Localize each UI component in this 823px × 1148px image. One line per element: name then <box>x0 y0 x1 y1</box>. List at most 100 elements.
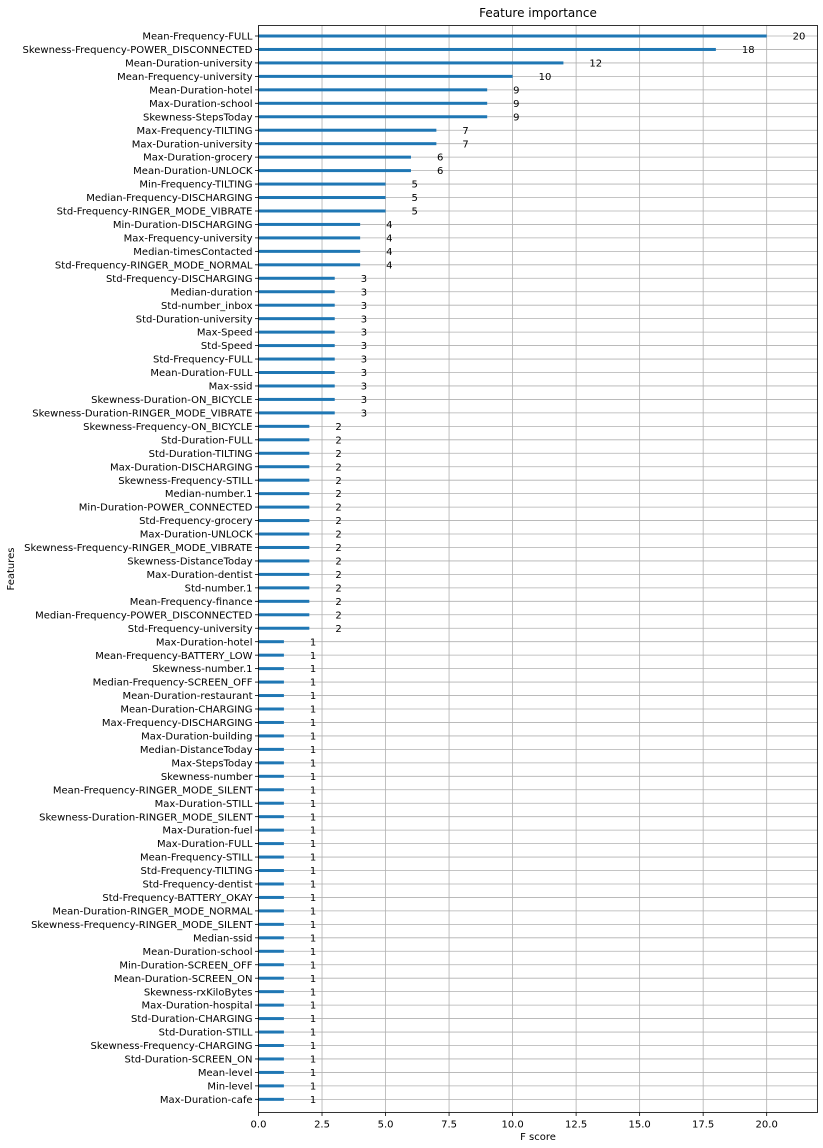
value-label: 1 <box>310 799 316 810</box>
value-label: 1 <box>310 718 316 729</box>
y-tick-label: Skewness-Duration-RINGER_MODE_VIBRATE <box>32 408 252 419</box>
y-tick-label: Std-number.1 <box>185 583 253 594</box>
bar <box>258 263 361 267</box>
value-label: 1 <box>310 987 316 998</box>
value-label: 4 <box>386 260 392 271</box>
x-tick-label: 17.5 <box>692 1120 714 1131</box>
value-label: 1 <box>310 651 316 662</box>
y-tick-label: Std-Duration-university <box>136 314 253 325</box>
value-label: 1 <box>310 947 316 958</box>
bar <box>258 1017 284 1021</box>
value-label: 20 <box>793 32 806 43</box>
y-tick-label: Mean-Duration-hotel <box>149 85 252 96</box>
bar <box>258 384 335 388</box>
bar <box>258 115 488 119</box>
bar <box>258 788 284 792</box>
y-tick-label: Mean-Duration-UNLOCK <box>133 166 253 177</box>
y-tick-label: Std-Frequency-dentist <box>143 880 253 891</box>
value-label: 1 <box>310 1068 316 1079</box>
bar <box>258 47 716 51</box>
y-tick-label: Min-Duration-SCREEN_OFF <box>119 960 252 971</box>
bar <box>258 895 284 899</box>
bar <box>258 653 284 657</box>
y-tick-label: Max-Duration-UNLOCK <box>140 530 253 541</box>
y-tick-label: Median-number.1 <box>165 489 253 500</box>
bar <box>258 411 335 415</box>
y-tick-label: Max-Duration-school <box>149 99 252 110</box>
value-label: 3 <box>361 395 367 406</box>
y-tick-label: Max-Duration-DISCHARGING <box>110 462 253 473</box>
y-tick-label: Std-Frequency-BATTERY_OKAY <box>102 893 253 904</box>
bar <box>258 869 284 873</box>
y-tick-label: Median-Frequency-SCREEN_OFF <box>93 678 253 689</box>
value-label: 2 <box>335 449 341 460</box>
x-tick-labels-group: 0.0 2.5 5.0 7.5 10.0 12.5 15.0 17.5 20.0 <box>251 1112 778 1131</box>
bar <box>258 88 488 92</box>
bar <box>258 936 284 940</box>
y-tick-label: Skewness-Frequency-POWER_DISCONNECTED <box>22 45 252 56</box>
value-label: 9 <box>513 99 519 110</box>
bar <box>258 909 284 913</box>
bar <box>258 694 284 698</box>
bar <box>258 196 386 200</box>
bar <box>258 734 284 738</box>
value-label: 4 <box>386 247 392 258</box>
y-tick-label: Skewness-Frequency-RINGER_MODE_VIBRATE <box>24 543 252 554</box>
y-tick-label: Mean-Frequency-BATTERY_LOW <box>95 651 252 662</box>
x-tick-label: 2.5 <box>314 1120 330 1131</box>
value-labels-group: 2018121099977665554444333333333332222222… <box>310 32 806 1106</box>
bar <box>258 101 488 105</box>
bar <box>258 169 411 173</box>
bar <box>258 61 564 65</box>
value-label: 7 <box>462 139 468 150</box>
value-label: 6 <box>437 166 443 177</box>
value-label: 1 <box>310 1055 316 1066</box>
bar <box>258 963 284 967</box>
value-label: 6 <box>437 153 443 164</box>
x-tick-label: 12.5 <box>565 1120 587 1131</box>
bar <box>258 371 335 374</box>
bar <box>258 990 284 994</box>
value-label: 18 <box>742 45 755 56</box>
y-tick-label: Mean-Frequency-university <box>117 72 252 83</box>
bar <box>258 640 284 644</box>
value-label: 5 <box>412 207 418 218</box>
y-tick-label: Std-Duration-TILTING <box>149 449 253 460</box>
bar <box>258 976 284 980</box>
y-tick-label: Std-Duration-SCREEN_ON <box>124 1055 252 1066</box>
value-label: 3 <box>361 341 367 352</box>
value-label: 1 <box>310 664 316 675</box>
value-label: 1 <box>310 839 316 850</box>
y-tick-label: Max-Duration-STILL <box>155 799 253 810</box>
bar <box>258 34 767 38</box>
y-tick-label: Median-ssid <box>193 933 253 944</box>
y-tick-label: Max-Duration-grocery <box>143 153 252 164</box>
bar <box>258 424 310 428</box>
bar <box>258 1057 284 1061</box>
value-label: 1 <box>310 933 316 944</box>
y-tick-label: Skewness-Frequency-ON_BICYCLE <box>83 422 252 433</box>
bar <box>258 747 284 751</box>
value-label: 3 <box>361 287 367 298</box>
x-tick-label: 10.0 <box>501 1120 523 1131</box>
y-tick-label: Median-Frequency-DISCHARGING <box>86 193 252 204</box>
y-tick-label: Min-Duration-POWER_CONNECTED <box>79 503 253 514</box>
bar <box>258 182 386 186</box>
bar <box>258 559 310 563</box>
value-label: 1 <box>310 705 316 716</box>
y-tick-label: Median-Frequency-POWER_DISCONNECTED <box>35 610 253 621</box>
grid-lines <box>258 25 818 1113</box>
bar <box>258 249 361 253</box>
bar <box>258 505 310 509</box>
value-label: 1 <box>310 1041 316 1052</box>
bar <box>258 586 310 590</box>
value-label: 1 <box>310 1095 316 1106</box>
y-tick-label: Mean-Duration-FULL <box>150 368 253 379</box>
y-tick-label: Skewness-StepsToday <box>143 112 253 123</box>
y-tick-label: Std-Frequency-grocery <box>139 516 252 527</box>
y-tick-label: Max-Duration-building <box>141 732 252 743</box>
value-label: 1 <box>310 785 316 796</box>
bar <box>258 949 284 953</box>
value-label: 3 <box>361 274 367 285</box>
